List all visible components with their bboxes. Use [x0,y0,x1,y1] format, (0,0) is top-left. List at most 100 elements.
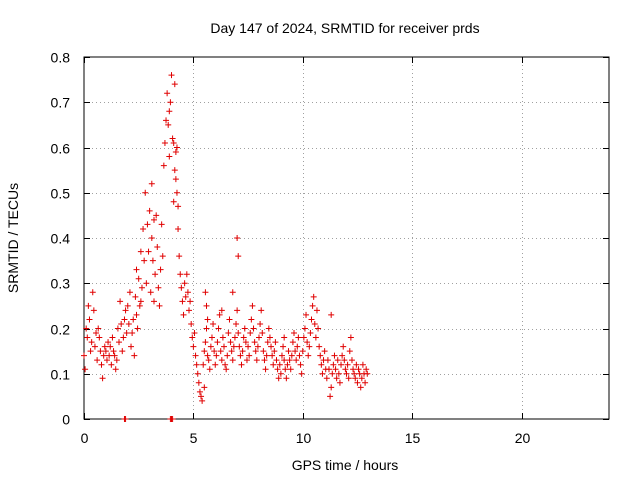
data-point [158,221,165,228]
data-point [146,207,153,214]
data-point [169,135,176,142]
data-point [272,339,279,346]
data-point [231,334,238,341]
data-point [204,352,211,359]
data-point [344,361,351,368]
data-point [309,302,316,309]
data-point [166,153,173,160]
data-point [216,311,223,318]
data-point [341,357,348,364]
data-point [204,316,211,323]
data-point [348,357,355,364]
data-point [201,348,208,355]
data-point [86,316,93,323]
data-point [82,366,89,373]
chart-title: Day 147 of 2024, SRMTID for receiver prd… [210,20,479,36]
data-point [248,316,255,323]
data-point [173,189,180,196]
data-point [170,198,177,205]
data-point [234,235,241,241]
y-tick-label: 0 [62,412,70,428]
data-point [252,348,259,355]
data-point [173,144,180,151]
data-point [307,330,314,337]
data-point [118,320,125,327]
data-point [106,352,113,359]
data-point [351,370,358,377]
data-point [143,280,150,287]
data-point [148,235,155,241]
data-point [262,366,269,373]
data-point [217,348,224,355]
data-point [257,320,264,327]
data-point [316,343,323,350]
data-point [293,357,300,364]
data-point [87,348,94,355]
data-point [283,375,290,382]
data-point [85,302,92,309]
data-point [318,361,325,368]
data-point [157,266,164,273]
data-point [241,325,248,332]
data-point [171,167,178,174]
data-point [100,352,107,359]
data-point [168,72,175,79]
data-point [198,393,205,400]
data-point [119,348,126,355]
data-point [236,343,243,350]
data-point [350,366,357,373]
data-point [228,348,235,355]
data-point [300,334,307,341]
x-tick-label: 15 [405,430,421,446]
data-point [167,99,174,106]
data-point [266,334,273,341]
data-point [156,302,163,309]
data-point [218,307,225,314]
data-point [230,343,237,350]
data-point [294,343,301,350]
data-point [213,352,220,359]
data-point [260,348,267,355]
data-point [327,393,334,400]
data-point [180,311,187,318]
data-point [221,343,227,350]
data-point [323,375,330,382]
data-point [200,361,207,368]
data-point [278,352,285,359]
data-point [249,302,256,309]
data-point [138,284,145,291]
data-point [101,343,108,350]
data-point [145,248,152,255]
data-point [224,352,231,359]
data-point [125,320,132,327]
data-point [304,339,311,346]
data-point [91,343,98,350]
data-point [97,348,104,355]
data-point [133,266,140,273]
data-point [215,325,222,332]
data-point [93,330,100,337]
data-point [289,339,296,346]
data-point [331,352,338,359]
data-point [326,366,332,373]
data-point [310,293,317,300]
data-point [151,216,157,223]
data-point [176,253,183,260]
data-point [336,379,343,386]
data-point [308,316,315,323]
data-point [317,352,324,359]
data-point [178,284,185,291]
data-point [188,320,195,327]
data-point [335,370,342,377]
data-point [133,311,140,318]
data-point [148,180,155,187]
data-point [280,343,287,350]
data-point [219,334,226,341]
data-point [152,271,159,278]
data-point [94,357,101,364]
y-tick-label: 0.5 [51,186,71,202]
data-point [124,302,131,309]
data-point [151,298,157,305]
